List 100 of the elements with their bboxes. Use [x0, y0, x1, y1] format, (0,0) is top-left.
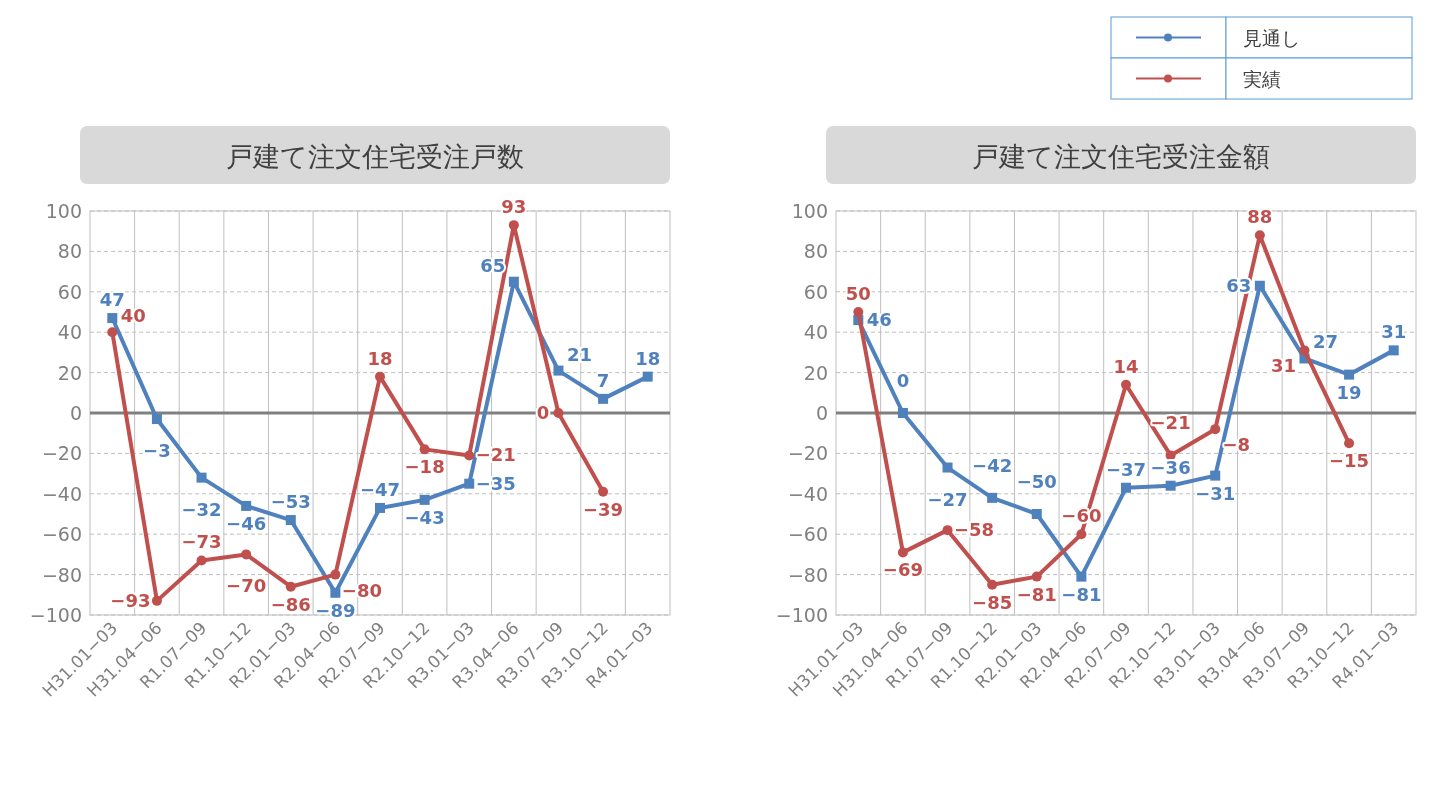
- point: [1121, 379, 1131, 390]
- point: [419, 444, 430, 455]
- data-label: 27: [1312, 331, 1338, 353]
- data-label: 31: [1270, 355, 1296, 377]
- point: [151, 595, 162, 606]
- point: [419, 494, 430, 505]
- data-label: −32: [181, 498, 222, 520]
- point: [241, 549, 252, 560]
- data-label: −93: [110, 589, 151, 611]
- y-tick-label: 80: [57, 240, 82, 263]
- data-label: −27: [927, 488, 968, 510]
- data-label: −50: [1016, 471, 1057, 492]
- data-label: −3: [143, 440, 171, 462]
- point: [1076, 571, 1087, 582]
- data-label: 19: [1336, 381, 1362, 403]
- point: [1031, 571, 1042, 582]
- y-tick-label: 40: [57, 321, 82, 344]
- y-tick-label: 40: [803, 321, 828, 344]
- y-tick-label: 20: [803, 361, 828, 384]
- y-tick-label: 20: [57, 361, 82, 384]
- data-label: −80: [341, 579, 382, 601]
- point: [1210, 470, 1221, 481]
- data-label: −69: [882, 559, 923, 581]
- data-label: −37: [1105, 458, 1147, 480]
- point: [375, 502, 385, 513]
- point: [464, 478, 475, 489]
- data-label: 21: [566, 343, 592, 365]
- data-label: −53: [270, 491, 311, 513]
- point: [598, 486, 609, 497]
- data-label: −73: [181, 531, 222, 553]
- point: [1299, 345, 1310, 356]
- point: [1031, 509, 1042, 519]
- y-tick-label: −80: [41, 563, 82, 586]
- y-tick-label: 100: [45, 200, 82, 222]
- data-label: −86: [270, 593, 311, 615]
- data-label: 65: [480, 254, 506, 276]
- data-label: −46: [226, 512, 267, 534]
- y-tick-label: 100: [791, 200, 828, 222]
- data-label: −81: [1016, 583, 1057, 605]
- point: [553, 408, 564, 418]
- data-label: 88: [1247, 206, 1273, 228]
- y-tick-label: 0: [69, 402, 82, 424]
- point: [987, 492, 998, 503]
- data-label: −70: [226, 575, 267, 597]
- point: [598, 393, 609, 404]
- point: [1165, 480, 1176, 491]
- legend-label: 見通し: [1243, 26, 1300, 49]
- y-tick-label: 0: [815, 402, 828, 424]
- point: [464, 450, 475, 461]
- point: [285, 515, 296, 526]
- y-tick-label: −20: [787, 442, 828, 465]
- point: [897, 547, 908, 558]
- data-label: −89: [315, 599, 356, 621]
- point: [1121, 482, 1131, 493]
- point: [942, 462, 953, 473]
- point: [897, 408, 908, 418]
- y-tick-label: −80: [787, 563, 828, 586]
- data-label: −81: [1061, 583, 1102, 605]
- data-label: −31: [1195, 482, 1236, 504]
- point: [942, 525, 953, 536]
- data-label: 50: [845, 283, 871, 304]
- data-label: −8: [1222, 434, 1251, 456]
- point: [1344, 438, 1355, 449]
- y-tick-label: 60: [57, 280, 82, 303]
- data-label: −21: [475, 444, 516, 466]
- data-label: −43: [404, 506, 445, 528]
- point: [196, 472, 207, 483]
- point: [553, 365, 564, 376]
- point: [1254, 280, 1265, 291]
- data-label: 31: [1381, 321, 1407, 343]
- data-label: −39: [583, 498, 624, 520]
- y-tick-label: 60: [803, 280, 828, 303]
- point: [1344, 369, 1355, 380]
- data-label: −35: [475, 472, 516, 494]
- data-label: −21: [1150, 412, 1191, 434]
- chart-title: 戸建て注文住宅受注金額: [972, 141, 1270, 172]
- point: [196, 555, 207, 566]
- y-tick-label: −100: [29, 604, 82, 626]
- point: [508, 276, 519, 287]
- data-label: −42: [972, 454, 1013, 476]
- data-label: −85: [972, 591, 1013, 613]
- y-tick-label: −100: [775, 604, 828, 626]
- point: [151, 414, 162, 425]
- data-label: 93: [501, 196, 527, 218]
- point: [107, 327, 118, 338]
- point: [330, 587, 341, 598]
- point: [241, 500, 252, 511]
- data-label: 0: [896, 370, 910, 391]
- data-label: 18: [367, 347, 393, 369]
- data-label: −18: [404, 456, 445, 478]
- data-label: 14: [1113, 355, 1139, 377]
- data-label: −47: [359, 478, 401, 500]
- point: [1210, 424, 1221, 435]
- point: [1388, 345, 1399, 356]
- y-tick-label: −20: [41, 442, 82, 465]
- point: [987, 579, 998, 590]
- point: [1076, 529, 1087, 540]
- data-label: −58: [953, 519, 995, 541]
- data-label: 7: [596, 369, 610, 391]
- point: [107, 313, 118, 324]
